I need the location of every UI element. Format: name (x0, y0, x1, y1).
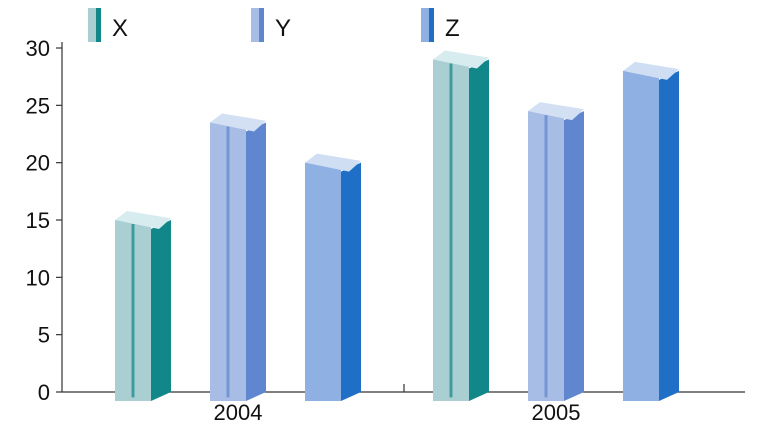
axes: 0 5 10 15 20 25 30 2004 2005 (26, 36, 745, 425)
bar-top-face (623, 61, 679, 80)
bar-top-face (433, 50, 489, 69)
y-tick-label: 20 (26, 151, 50, 176)
legend-swatch-side (429, 8, 434, 42)
bar-side-face (659, 70, 679, 401)
bar-side-face (151, 220, 171, 401)
bar-side-face (341, 162, 361, 401)
y-tick-label: 30 (26, 36, 50, 61)
bar-x-2005 (433, 50, 489, 401)
bars (115, 50, 679, 402)
bar-x-2004 (115, 211, 171, 401)
bar-y-2004 (210, 113, 266, 402)
bar-top-face (210, 113, 266, 132)
legend-item-x: X (88, 8, 128, 42)
bar-y-2005 (528, 102, 584, 402)
bar-z-2005 (623, 61, 679, 401)
bar-z-2004 (305, 153, 361, 401)
bar-top-face (305, 153, 361, 172)
bar-front-face (305, 162, 341, 401)
x-tick-label: 2004 (214, 400, 263, 425)
legend-label: X (112, 15, 128, 42)
bar-side-face (246, 122, 266, 402)
y-tick-label: 5 (38, 323, 50, 348)
legend-swatch-side (96, 8, 101, 42)
legend-item-z: Z (421, 8, 460, 42)
y-tick-label: 15 (26, 208, 50, 233)
bar-side-face (469, 59, 489, 401)
legend-item-y: Y (251, 8, 291, 42)
bar-top-face (528, 102, 584, 121)
legend-swatch-front (421, 8, 429, 42)
bar-side-face (564, 111, 584, 402)
y-tick-label: 25 (26, 93, 50, 118)
legend-label: Y (275, 15, 291, 42)
legend-swatch-front (88, 8, 96, 42)
y-tick-label: 10 (26, 265, 50, 290)
legend-swatch-front (251, 8, 259, 42)
legend-label: Z (445, 15, 460, 42)
legend-swatch-side (259, 8, 264, 42)
y-tick-label: 0 (38, 380, 50, 405)
bar-front-face (623, 70, 659, 401)
legend: X Y Z (88, 8, 460, 42)
x-tick-label: 2005 (532, 400, 581, 425)
bar-top-face (115, 211, 171, 229)
